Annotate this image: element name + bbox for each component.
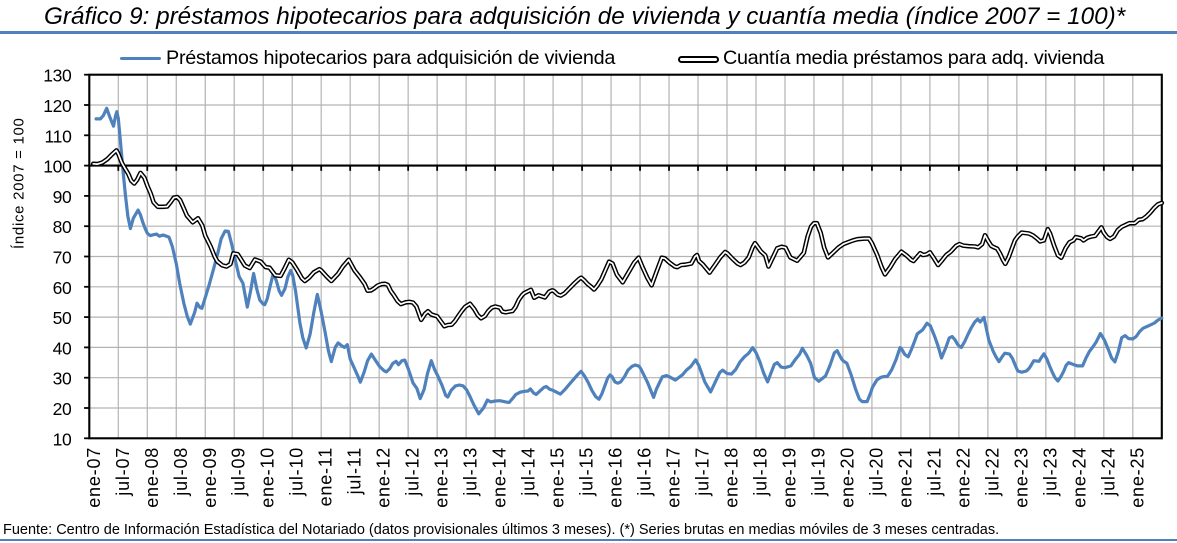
- svg-text:jul-14: jul-14: [519, 447, 539, 497]
- svg-text:jul-19: jul-19: [808, 447, 828, 497]
- svg-text:ene-23: ene-23: [1011, 447, 1031, 508]
- svg-text:jul-15: jul-15: [577, 447, 597, 497]
- svg-text:120: 120: [43, 96, 72, 116]
- svg-text:ene-12: ene-12: [374, 447, 394, 508]
- svg-text:90: 90: [53, 187, 72, 207]
- svg-text:130: 130: [43, 66, 72, 86]
- svg-text:jul-07: jul-07: [113, 447, 133, 497]
- svg-text:70: 70: [53, 248, 72, 268]
- svg-text:ene-20: ene-20: [837, 447, 857, 508]
- svg-text:50: 50: [53, 308, 72, 328]
- svg-text:jul-21: jul-21: [924, 447, 944, 497]
- svg-text:ene-18: ene-18: [722, 447, 742, 508]
- svg-text:jul-08: jul-08: [171, 447, 191, 497]
- svg-text:jul-18: jul-18: [750, 447, 770, 497]
- svg-text:jul-16: jul-16: [635, 447, 655, 497]
- svg-text:jul-13: jul-13: [461, 447, 481, 497]
- svg-text:ene-16: ene-16: [606, 447, 626, 508]
- svg-text:ene-19: ene-19: [779, 447, 799, 508]
- svg-text:jul-09: jul-09: [229, 447, 249, 497]
- svg-text:10: 10: [53, 429, 72, 449]
- svg-text:ene-21: ene-21: [895, 447, 915, 508]
- svg-text:40: 40: [53, 338, 72, 358]
- svg-text:jul-20: jul-20: [866, 447, 886, 497]
- svg-text:jul-22: jul-22: [982, 447, 1002, 497]
- svg-text:jul-24: jul-24: [1098, 447, 1118, 497]
- svg-text:ene-08: ene-08: [142, 447, 162, 508]
- svg-text:ene-15: ene-15: [548, 447, 568, 508]
- svg-text:ene-25: ene-25: [1127, 447, 1147, 508]
- svg-text:Índice 2007 = 100: Índice 2007 = 100: [11, 117, 28, 249]
- svg-text:jul-11: jul-11: [345, 447, 365, 496]
- svg-text:100: 100: [43, 157, 72, 177]
- svg-text:jul-23: jul-23: [1040, 447, 1060, 497]
- svg-text:jul-10: jul-10: [287, 447, 307, 497]
- svg-text:30: 30: [53, 369, 72, 389]
- svg-text:jul-17: jul-17: [693, 447, 713, 497]
- svg-text:ene-24: ene-24: [1069, 447, 1089, 508]
- svg-text:ene-07: ene-07: [84, 447, 104, 508]
- svg-text:ene-17: ene-17: [664, 447, 684, 508]
- svg-text:jul-12: jul-12: [403, 447, 423, 497]
- svg-text:110: 110: [45, 126, 73, 146]
- svg-text:ene-10: ene-10: [258, 447, 278, 508]
- svg-text:60: 60: [53, 278, 72, 298]
- svg-text:80: 80: [53, 217, 72, 237]
- svg-text:ene-22: ene-22: [953, 447, 973, 508]
- svg-text:ene-14: ene-14: [490, 447, 510, 508]
- svg-text:ene-13: ene-13: [432, 447, 452, 508]
- svg-text:ene-09: ene-09: [200, 447, 220, 508]
- svg-text:20: 20: [53, 399, 72, 419]
- svg-text:ene-11: ene-11: [316, 447, 336, 507]
